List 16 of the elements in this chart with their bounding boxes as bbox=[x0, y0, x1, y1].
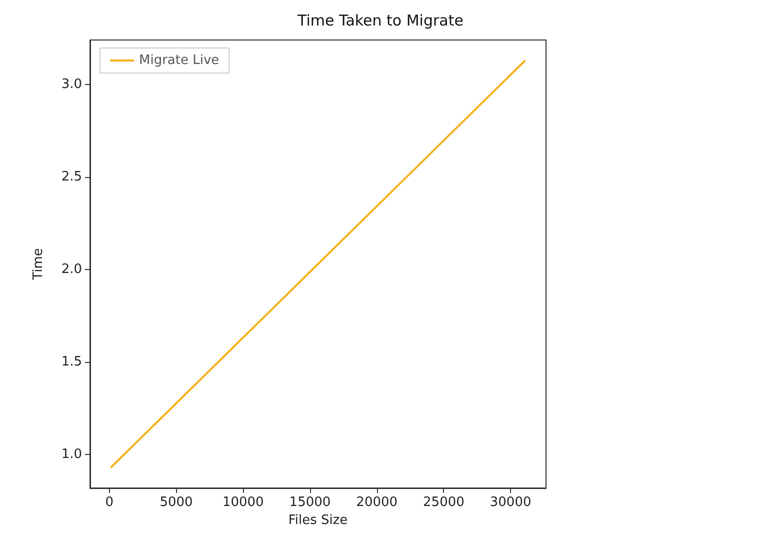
y-tick-label: 2.5 bbox=[61, 169, 82, 184]
x-tick-label: 25000 bbox=[423, 495, 464, 510]
y-tick-label: 1.0 bbox=[61, 447, 82, 462]
x-tick-label: 10000 bbox=[222, 495, 264, 510]
x-tick-label: 15000 bbox=[289, 495, 331, 510]
x-tick-label: 5000 bbox=[160, 495, 193, 510]
x-tick-label: 0 bbox=[105, 495, 114, 510]
legend-label: Migrate Live bbox=[139, 53, 220, 68]
y-tick-label: 1.5 bbox=[61, 354, 82, 370]
y-tick-label: 2.0 bbox=[61, 262, 82, 278]
y-axis-title: Time bbox=[31, 248, 46, 281]
x-axis-title: Files Size bbox=[288, 512, 348, 528]
x-tick-label: 20000 bbox=[356, 495, 398, 510]
chart-title: Time Taken to Migrate bbox=[296, 12, 464, 30]
y-tick-label: 3.0 bbox=[61, 76, 82, 92]
x-tick-label: 30000 bbox=[490, 495, 532, 510]
